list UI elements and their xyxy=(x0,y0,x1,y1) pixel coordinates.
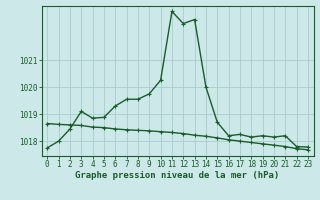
X-axis label: Graphe pression niveau de la mer (hPa): Graphe pression niveau de la mer (hPa) xyxy=(76,171,280,180)
